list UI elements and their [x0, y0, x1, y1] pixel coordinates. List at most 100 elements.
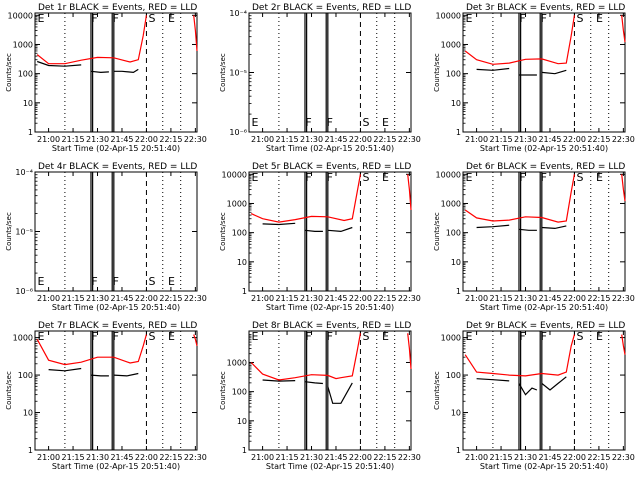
series-events-line: [113, 372, 139, 377]
series-events-line: [113, 68, 139, 74]
y-tick-label: 10000: [436, 170, 461, 179]
x-tick-label: 22:00: [563, 135, 586, 144]
y-tick-label: 1: [456, 287, 461, 296]
flag-label: E: [38, 275, 45, 288]
x-tick-label: 22:00: [349, 294, 372, 303]
flag-label: E: [252, 330, 259, 343]
plot-frame: [248, 330, 412, 451]
x-tick-label: 22:30: [184, 135, 207, 144]
series-lld-line: [36, 15, 147, 65]
x-tick-label: 22:00: [563, 294, 586, 303]
x-tick-label: 21:15: [276, 135, 299, 144]
flag-label: F: [541, 330, 547, 343]
x-tick-label: 21:45: [324, 294, 347, 303]
flag-label: F: [541, 171, 547, 184]
x-tick-label: 22:30: [612, 453, 635, 462]
series-events-line: [48, 367, 82, 372]
flag-label: S: [362, 171, 369, 184]
y-tick-label: 10000: [436, 11, 461, 20]
panel-title: Det 8r BLACK = Events, RED = LLD: [252, 321, 411, 331]
flag-label: E: [596, 330, 603, 343]
flag-label: E: [252, 116, 259, 129]
x-tick-label: 22:00: [349, 135, 372, 144]
x-tick-label: 21:30: [514, 453, 537, 462]
series-events-line: [90, 70, 109, 74]
x-tick-label: 21:15: [276, 453, 299, 462]
y-tick-label: 1: [242, 446, 247, 455]
plot-frame: [34, 171, 198, 292]
x-tick-label: 22:15: [587, 453, 610, 462]
y-tick-label: 10: [451, 258, 461, 267]
x-tick-label: 22:00: [135, 453, 158, 462]
x-tick-label: 21:45: [538, 294, 561, 303]
y-tick-label: 1000: [441, 334, 461, 343]
flag-label: F: [91, 330, 97, 343]
panel-title: Det 2r BLACK = Events, RED = LLD: [252, 3, 411, 13]
x-tick-label: 21:45: [538, 135, 561, 144]
plot-frame: [462, 171, 626, 292]
x-tick-label: 21:15: [62, 453, 85, 462]
x-tick-label: 21:45: [110, 135, 133, 144]
series-events-line: [37, 60, 82, 67]
x-tick-label: 22:15: [373, 135, 396, 144]
y-tick-label: 1000: [227, 199, 247, 208]
x-tick-label: 22:30: [398, 294, 421, 303]
x-tick-label: 21:30: [86, 294, 109, 303]
flag-label: E: [382, 330, 389, 343]
plot-frame: [34, 12, 198, 133]
y-tick-label: 1: [242, 287, 247, 296]
y-tick-label: 10⁻⁵: [15, 228, 33, 237]
x-tick-label: 21:30: [300, 453, 323, 462]
x-tick-label: 22:15: [159, 135, 182, 144]
x-axis-label: Start Time (02-Apr-15 20:51:40): [52, 303, 180, 312]
series-events-line: [304, 229, 323, 232]
x-tick-label: 22:30: [184, 453, 207, 462]
series-lld-line: [407, 333, 412, 370]
y-axis-label: Counts/sec: [219, 371, 227, 410]
x-tick-label: 21:00: [37, 294, 60, 303]
x-tick-label: 21:15: [490, 294, 513, 303]
flag-label: F: [305, 330, 311, 343]
panel-title: Det 7r BLACK = Events, RED = LLD: [38, 321, 197, 331]
flag-label: S: [576, 12, 583, 25]
flag-label: E: [466, 330, 473, 343]
series-events-line: [476, 378, 510, 382]
x-tick-label: 22:15: [373, 453, 396, 462]
series-events-line: [327, 226, 353, 233]
x-tick-label: 21:45: [324, 135, 347, 144]
x-tick-label: 22:00: [563, 453, 586, 462]
series-events-line: [90, 374, 109, 377]
x-tick-label: 22:30: [398, 453, 421, 462]
y-tick-label: 10⁻⁴: [15, 168, 33, 177]
plot-frame: [462, 330, 626, 451]
series-events-line: [518, 228, 537, 231]
series-events-line: [262, 379, 296, 382]
series-events-line: [541, 225, 567, 230]
x-tick-label: 21:15: [490, 453, 513, 462]
plot-frame: [34, 330, 198, 451]
y-axis-label: Counts/sec: [5, 212, 13, 251]
panel-title: Det 9r BLACK = Events, RED = LLD: [466, 321, 625, 331]
x-axis-label: Start Time (02-Apr-15 20:51:40): [480, 303, 608, 312]
x-tick-label: 22:30: [184, 294, 207, 303]
x-tick-label: 22:30: [612, 294, 635, 303]
x-tick-label: 21:30: [86, 135, 109, 144]
panel-title: Det 6r BLACK = Events, RED = LLD: [466, 162, 625, 172]
flag-label: S: [362, 116, 369, 129]
x-tick-label: 22:00: [135, 135, 158, 144]
y-tick-label: 100: [446, 229, 461, 238]
x-axis-label: Start Time (02-Apr-15 20:51:40): [52, 462, 180, 471]
series-lld-line: [407, 174, 412, 211]
series-lld-line: [250, 174, 361, 223]
flag-label: F: [91, 12, 97, 25]
flag-label: F: [305, 171, 311, 184]
panel-title: Det 5r BLACK = Events, RED = LLD: [252, 162, 411, 172]
